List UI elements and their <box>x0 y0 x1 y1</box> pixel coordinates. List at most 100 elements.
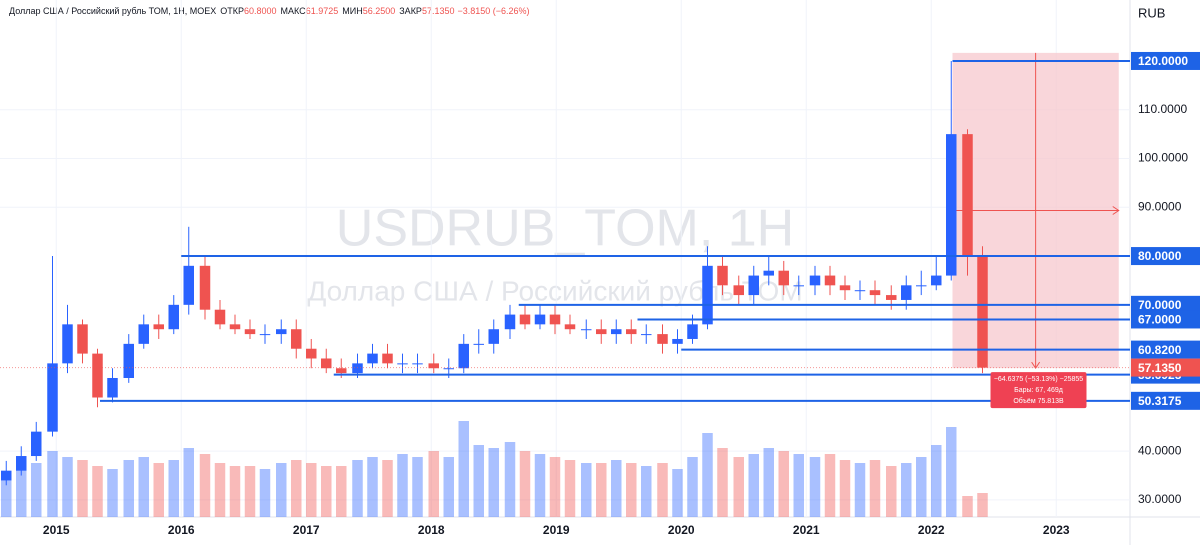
level-label: 60.8200 <box>1138 343 1182 357</box>
volume-bar <box>611 460 622 517</box>
candle-body <box>107 377 118 398</box>
volume-bar <box>183 448 194 517</box>
volume-bar <box>443 457 454 517</box>
volume-bar <box>92 466 103 517</box>
measure-arrowhead <box>1112 206 1120 215</box>
volume-bar <box>824 454 836 517</box>
candle-body <box>977 256 988 368</box>
volume-bar <box>869 460 881 517</box>
volume-bar <box>793 454 804 517</box>
x-tick-label: 2016 <box>168 523 195 537</box>
y-tick-label: 110.0000 <box>1138 102 1187 116</box>
candle-body <box>596 329 607 335</box>
volume-bar <box>168 460 179 517</box>
volume-bar <box>854 463 866 517</box>
candle-body <box>259 334 271 336</box>
last-price-label: 57.1350 <box>1138 361 1182 375</box>
volume-bar <box>397 454 408 517</box>
level-label-box <box>1131 340 1200 359</box>
measure-label: −64.6375 (−53.13%) −25855 <box>994 376 1083 383</box>
candle-body <box>0 470 12 481</box>
volume-bar <box>412 457 423 517</box>
x-tick-label: 2017 <box>293 523 320 537</box>
volume-bar <box>458 421 469 517</box>
candle-body <box>763 270 774 276</box>
volume-bar <box>428 451 439 517</box>
candle-body <box>962 134 973 257</box>
currency-label: RUB <box>1138 5 1165 20</box>
candle-body <box>519 314 531 325</box>
volume-bar <box>352 460 363 517</box>
volume-bar <box>977 493 988 517</box>
volume-bar <box>16 469 27 517</box>
volume-bar <box>62 457 73 517</box>
volume-bar <box>672 469 683 517</box>
candle-body <box>458 343 469 369</box>
volume-bar <box>748 454 759 517</box>
volume-bar <box>931 445 942 517</box>
volume-bar <box>31 463 42 517</box>
candle-body <box>824 275 836 286</box>
candle-body <box>839 285 851 291</box>
level-label-box <box>1131 310 1200 329</box>
candle-body <box>626 329 637 335</box>
y-tick-label: 100.0000 <box>1138 151 1188 165</box>
volume-bar <box>549 457 561 517</box>
volume-bar <box>946 427 957 517</box>
candle-body <box>473 343 484 345</box>
header-field: МИН <box>342 6 362 16</box>
volume-bar <box>291 460 302 517</box>
candle-body <box>564 324 576 330</box>
volume-bar <box>962 496 973 517</box>
candle-body <box>336 368 347 374</box>
header-field: −3.8150 (−6.26%) <box>457 6 529 16</box>
measure-arrowhead <box>1031 361 1041 370</box>
volume-bar <box>306 463 317 517</box>
candle-body <box>611 329 622 335</box>
watermark-name: Доллар США / Российский рубль ТОМ <box>307 275 802 306</box>
candle-body <box>534 314 546 325</box>
candle-body <box>901 285 912 300</box>
candle-body <box>854 290 866 292</box>
volume-bar <box>839 460 851 517</box>
candle-body <box>16 456 27 471</box>
volume-bar <box>717 448 728 517</box>
volume-bar <box>581 463 592 517</box>
candle-body <box>153 324 164 330</box>
y-tick-label: 90.0000 <box>1138 199 1182 213</box>
level-label-box <box>1131 51 1200 70</box>
volume-bar <box>657 463 668 517</box>
volume-bar <box>244 466 256 517</box>
volume-bar <box>123 460 134 517</box>
measure-label-box <box>990 372 1087 409</box>
x-tick-label: 2019 <box>543 523 570 537</box>
header-field: Доллар США / Российский рубль ТОМ, 1Н, M… <box>9 6 216 16</box>
volume-bar <box>47 451 58 517</box>
volume-bar <box>138 457 149 517</box>
level-label: 70.0000 <box>1138 298 1182 312</box>
watermark-ticker: USDRUB_TOM, 1H <box>336 200 794 258</box>
measure-label: Бары: 67, 469д <box>1014 387 1063 394</box>
candle-body <box>276 329 287 335</box>
candle-body <box>306 348 317 359</box>
candle-body <box>397 363 408 365</box>
volume-bar <box>702 433 713 517</box>
candle-body <box>214 309 226 325</box>
volume-bar <box>382 460 393 517</box>
candle-body <box>123 343 134 378</box>
level-label: 67.0000 <box>1138 313 1182 327</box>
candle-body <box>549 314 561 325</box>
volume-bar <box>259 469 271 517</box>
header-field: ЗАКР <box>399 6 422 16</box>
level-label-box <box>1131 295 1200 314</box>
x-tick-label: 2023 <box>1043 523 1070 537</box>
header-field: 57.1350 <box>422 6 455 16</box>
volume-bar <box>626 463 637 517</box>
volume-bar <box>214 463 226 517</box>
x-tick-label: 2018 <box>418 523 445 537</box>
candle-body <box>138 324 149 344</box>
volume-bar <box>153 463 164 517</box>
volume-bar <box>336 466 347 517</box>
volume-bar <box>199 454 211 517</box>
